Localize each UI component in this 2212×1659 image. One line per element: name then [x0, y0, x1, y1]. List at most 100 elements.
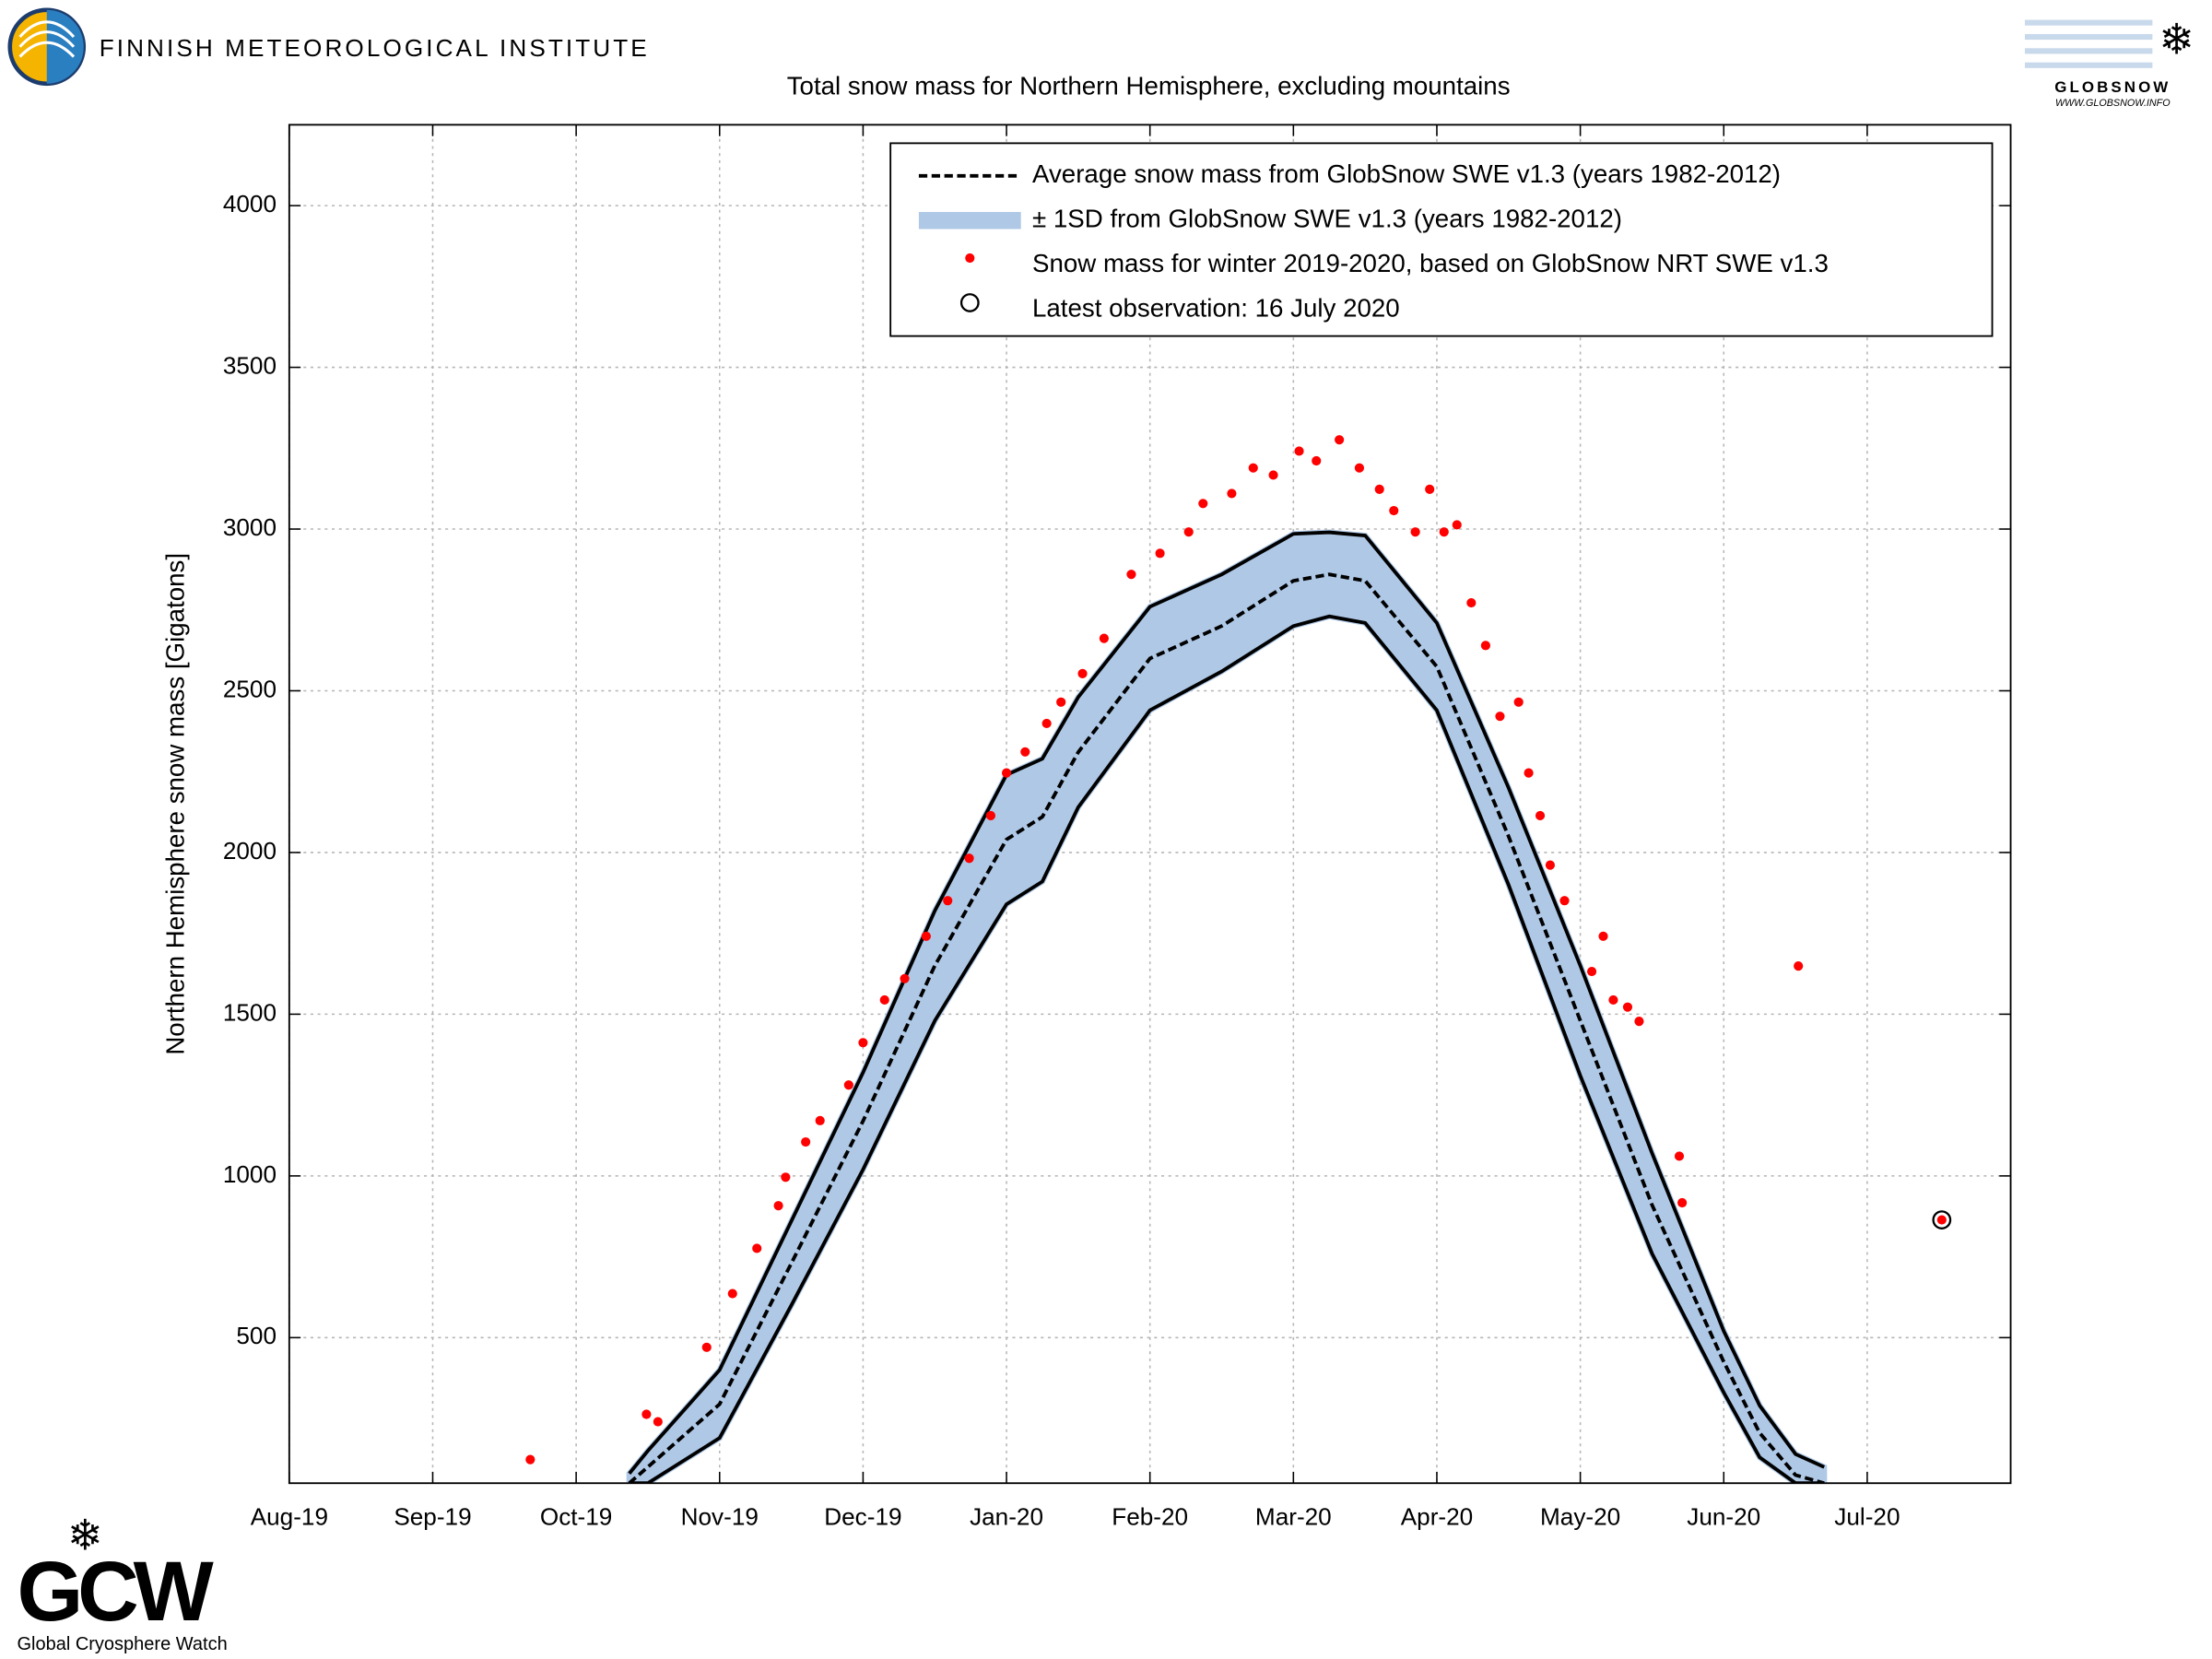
y-axis-label: Northern Hemisphere snow mass [Gigatons]	[161, 553, 190, 1055]
snow-point	[1545, 860, 1556, 870]
snow-point	[773, 1201, 783, 1211]
snow-point	[1425, 484, 1435, 494]
snow-point	[815, 1115, 825, 1125]
snow-point	[843, 1080, 853, 1090]
gcw-snowflake: ❄	[67, 1511, 103, 1559]
x-tick-label: Jun-20	[1687, 1503, 1760, 1531]
plot-area	[525, 435, 1952, 1484]
snow-point	[1126, 570, 1136, 580]
snow-point	[1513, 697, 1524, 707]
legend-label: ± 1SD from GlobSnow SWE v1.3 (years 1982…	[1032, 205, 1622, 233]
snow-point	[1374, 484, 1384, 494]
globsnow-name: GLOBSNOW	[2054, 78, 2171, 96]
y-tick-label: 1000	[223, 1160, 276, 1188]
snow-point	[525, 1454, 535, 1465]
snow-point	[1410, 527, 1420, 537]
snow-point	[641, 1409, 652, 1419]
snow-point	[1077, 668, 1088, 678]
y-tick-label: 2000	[223, 837, 276, 865]
x-tick-label: Apr-20	[1401, 1503, 1473, 1531]
x-tick-label: Jan-20	[970, 1503, 1043, 1531]
snow-point	[781, 1172, 791, 1182]
snow-point	[727, 1288, 737, 1299]
globsnow-url: WWW.GLOBSNOW.INFO	[2055, 98, 2171, 109]
legend-label: Snow mass for winter 2019-2020, based on…	[1032, 249, 1829, 277]
snow-point	[1354, 463, 1365, 473]
y-tick-label: 3500	[223, 351, 276, 379]
x-tick-label: Aug-19	[251, 1503, 328, 1531]
snow-point	[701, 1342, 712, 1352]
snow-point	[1677, 1197, 1688, 1208]
snow-point	[1598, 931, 1608, 941]
snow-point	[1559, 896, 1570, 906]
snow-point	[1312, 455, 1322, 466]
snow-point	[1155, 548, 1165, 559]
sd-lower-line	[629, 614, 1825, 1484]
snow-point	[900, 973, 910, 983]
y-tick-label: 2500	[223, 675, 276, 702]
y-tick-label: 4000	[223, 190, 276, 218]
latest-marker	[1932, 1210, 1952, 1230]
snow-point	[1936, 1215, 1947, 1225]
x-tick-label: Jul-20	[1834, 1503, 1900, 1531]
legend: Average snow mass from GlobSnow SWE v1.3…	[889, 142, 1994, 337]
legend-swatch	[965, 253, 975, 264]
institute-name: FINNISH METEOROLOGICAL INSTITUTE	[100, 34, 650, 62]
x-tick-label: Sep-19	[394, 1503, 471, 1531]
x-tick-label: May-20	[1540, 1503, 1620, 1531]
x-tick-label: Dec-19	[824, 1503, 901, 1531]
snow-point	[1248, 463, 1258, 473]
snow-point	[1335, 435, 1345, 445]
snow-point	[964, 853, 974, 864]
snow-point	[943, 896, 953, 906]
snow-point	[1056, 697, 1066, 707]
chart-title: Total snow mass for Northern Hemisphere,…	[787, 72, 1511, 100]
snow-point	[1608, 994, 1618, 1006]
snow-point	[1466, 597, 1477, 608]
snow-point	[752, 1243, 762, 1253]
snow-point	[1674, 1151, 1685, 1161]
x-tick-label: Nov-19	[681, 1503, 759, 1531]
snow-point	[1480, 641, 1490, 651]
snow-point	[1495, 712, 1505, 722]
mean-line	[628, 572, 1825, 1484]
y-tick-label: 500	[236, 1322, 276, 1349]
snow-point	[1794, 961, 1804, 971]
snow-point	[1020, 747, 1030, 757]
x-tick-label: Feb-20	[1112, 1503, 1188, 1531]
snow-point	[1268, 470, 1278, 480]
legend-swatch	[959, 293, 980, 312]
legend-label: Latest observation: 16 July 2020	[1032, 293, 1400, 322]
globsnow-logo: ❄	[2024, 15, 2194, 68]
snow-point	[801, 1136, 811, 1147]
x-tick-label: Mar-20	[1255, 1503, 1332, 1531]
snow-point	[985, 810, 996, 821]
svg-text:❄: ❄	[2159, 15, 2194, 63]
snow-point	[1586, 967, 1597, 977]
snow-point	[1099, 633, 1109, 643]
snow-point	[1524, 768, 1534, 778]
fmi-logo	[7, 7, 87, 87]
sd-upper-line	[628, 530, 1826, 1475]
snow-point	[1183, 527, 1194, 537]
y-tick-label: 1500	[223, 998, 276, 1026]
snow-point	[1227, 488, 1237, 499]
legend-box	[889, 142, 1994, 337]
snow-point	[653, 1417, 663, 1427]
snow-point	[1634, 1017, 1644, 1027]
snow-point	[1198, 499, 1208, 509]
snow-point	[1452, 520, 1462, 530]
snow-point	[1389, 505, 1399, 516]
snow-point	[1622, 1002, 1633, 1012]
snow-point	[921, 931, 931, 941]
snow-point	[1001, 768, 1012, 778]
x-tick-label: Oct-19	[540, 1503, 612, 1531]
snow-point	[1041, 718, 1052, 729]
y-tick-label: 3000	[223, 513, 276, 541]
gcw-name: GCW	[17, 1543, 214, 1639]
gcw-full-name: Global Cryosphere Watch	[17, 1634, 227, 1654]
snow-point	[1535, 810, 1546, 821]
sd-band	[626, 529, 1828, 1484]
